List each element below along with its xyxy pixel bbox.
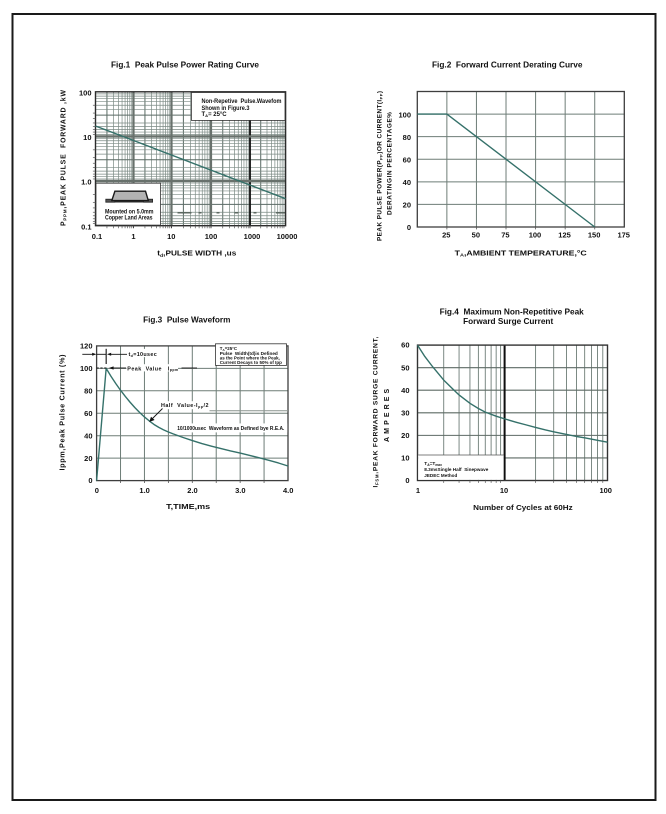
svg-text:PPPM,PEAK PULSE FORWARD ,kW: PPPM,PEAK PULSE FORWARD ,kW	[61, 90, 68, 226]
svg-text:AMPERES: AMPERES	[384, 386, 391, 442]
svg-text:10: 10	[401, 454, 409, 463]
svg-text:Fig.3 Pulse Waveform: Fig.3 Pulse Waveform	[143, 315, 230, 324]
svg-text:50: 50	[472, 231, 480, 240]
svg-text:175: 175	[617, 231, 630, 240]
svg-text:Copper Land Areas: Copper Land Areas	[105, 215, 153, 221]
svg-text:40: 40	[401, 386, 409, 395]
svg-text:0: 0	[407, 223, 411, 232]
svg-text:100: 100	[599, 486, 612, 495]
svg-text:Fig.1 Peak Pulse Power Rating: Fig.1 Peak Pulse Power Rating Curve	[111, 60, 259, 69]
svg-text:10: 10	[500, 486, 508, 495]
svg-text:DERATINGIN PERCENTAGE%: DERATINGIN PERCENTAGE%	[387, 112, 394, 215]
svg-text:Shown in Figure.3: Shown in Figure.3	[202, 106, 251, 112]
svg-text:8.3msSingle Half Sinepwave: 8.3msSingle Half Sinepwave	[424, 467, 488, 473]
svg-text:td=10usec: td=10usec	[129, 352, 158, 358]
svg-text:Number of Cycles at 60Hz: Number of Cycles at 60Hz	[473, 503, 573, 512]
svg-text:IFSM,PEAK FORWARD SURGE CURREN: IFSM,PEAK FORWARD SURGE CURRENT,	[373, 336, 380, 487]
svg-text:10: 10	[167, 232, 175, 241]
svg-text:TA= 25°C: TA= 25°C	[202, 112, 228, 118]
svg-text:1000: 1000	[244, 232, 261, 241]
svg-text:Current Decays to 50% of Ipp: Current Decays to 50% of Ipp	[220, 360, 282, 365]
svg-text:0.1: 0.1	[92, 232, 102, 241]
svg-text:25: 25	[442, 231, 450, 240]
svg-text:1.0: 1.0	[81, 178, 91, 187]
svg-text:20: 20	[401, 431, 409, 440]
svg-text:20: 20	[84, 454, 92, 463]
svg-text:150: 150	[588, 231, 601, 240]
svg-text:1.0: 1.0	[139, 486, 149, 495]
svg-text:Fig.4 Maximum Non-Repetitive: Fig.4 Maximum Non-Repetitive Peak	[440, 308, 585, 317]
svg-text:40: 40	[403, 178, 411, 187]
svg-text:80: 80	[84, 386, 92, 395]
svg-text:JEDEC Method: JEDEC Method	[424, 473, 457, 479]
svg-text:120: 120	[80, 342, 93, 351]
svg-text:Forward Surge Current: Forward Surge Current	[463, 317, 553, 326]
svg-text:TA=Tmax: TA=Tmax	[424, 461, 442, 467]
svg-text:100: 100	[80, 364, 93, 373]
svg-text:75: 75	[501, 231, 509, 240]
svg-text:80: 80	[403, 133, 411, 142]
svg-text:Half Value-Ipp/2: Half Value-Ipp/2	[161, 403, 209, 409]
svg-text:1: 1	[416, 486, 420, 495]
svg-text:100: 100	[398, 110, 411, 119]
svg-text:Peak Value Ippm: Peak Value Ippm	[127, 366, 178, 372]
svg-text:TA=25°C: TA=25°C	[220, 346, 238, 352]
svg-text:T,TIME,ms: T,TIME,ms	[166, 502, 210, 511]
svg-text:PEAK PULSE POWER(PPP)OR CURR: PEAK PULSE POWER(PPP)OR CURRENT(IPP)	[377, 91, 384, 241]
svg-text:10: 10	[83, 133, 91, 142]
svg-text:100: 100	[79, 88, 92, 97]
svg-text:Mounted on 5.0mm: Mounted on 5.0mm	[105, 210, 154, 216]
svg-text:0: 0	[405, 476, 409, 485]
svg-text:20: 20	[403, 201, 411, 210]
svg-text:60: 60	[401, 341, 409, 350]
svg-text:50: 50	[401, 363, 409, 372]
svg-text:td,PULSE WIDTH ,us: td,PULSE WIDTH ,us	[157, 249, 236, 258]
svg-text:60: 60	[403, 155, 411, 164]
svg-text:60: 60	[84, 409, 92, 418]
svg-text:3.0: 3.0	[235, 486, 245, 495]
svg-text:10000: 10000	[277, 232, 298, 241]
svg-text:30: 30	[401, 408, 409, 417]
svg-text:0.1: 0.1	[81, 222, 91, 231]
svg-text:1: 1	[131, 232, 135, 241]
svg-text:Fig.2 Forward Current Deratin: Fig.2 Forward Current Derating Curve	[432, 60, 583, 69]
svg-text:Ippm,Peak Pulse Current (%): Ippm,Peak Pulse Current (%)	[58, 354, 67, 471]
svg-text:10/1000usec Waveform as Defin: 10/1000usec Waveform as Defined bye R.E.…	[177, 426, 285, 432]
svg-text:0: 0	[95, 486, 99, 495]
svg-text:100: 100	[205, 232, 218, 241]
svg-text:as the Point where the Peak,: as the Point where the Peak,	[220, 356, 280, 361]
svg-text:0: 0	[88, 476, 92, 485]
svg-text:Non-Repetive Pulse.Wavefom: Non-Repetive Pulse.Wavefom	[202, 99, 282, 105]
svg-text:125: 125	[558, 231, 571, 240]
svg-text:100: 100	[529, 231, 542, 240]
svg-text:Pulse Width(td)is Defined: Pulse Width(td)is Defined	[220, 351, 278, 356]
svg-text:4.0: 4.0	[283, 486, 293, 495]
svg-text:TA,AMBIENT TEMPERATURE,°C: TA,AMBIENT TEMPERATURE,°C	[455, 248, 587, 257]
svg-text:2.0: 2.0	[187, 486, 197, 495]
svg-text:40: 40	[84, 431, 92, 440]
